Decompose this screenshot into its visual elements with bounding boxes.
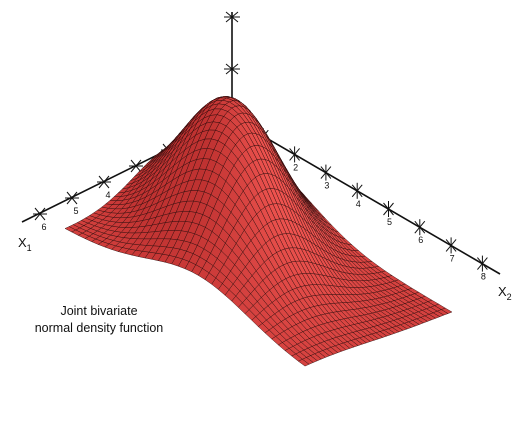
axis-labels: X1 X2 [18, 235, 512, 302]
x1-tick-label: 5 [73, 206, 78, 216]
x1-tick-label: 4 [105, 190, 110, 200]
x2-tick-label: 5 [387, 217, 392, 227]
x1-tick: 4 [97, 175, 111, 200]
x2-tick: 2 [289, 146, 300, 172]
x1-axis-label: X1 [18, 235, 32, 253]
caption-line-2: normal density function [34, 321, 164, 335]
x2-tick: 6 [414, 219, 426, 245]
x2-tick: 4 [351, 182, 363, 209]
density-surface [64, 96, 453, 367]
x2-axis-label: X2 [498, 284, 512, 302]
x2-tick: 5 [383, 201, 394, 227]
caption-line-1: Joint bivariate [60, 304, 138, 318]
x2-tick: 7 [445, 237, 457, 263]
surface-patch [297, 359, 310, 367]
x2-tick-label: 2 [293, 162, 298, 172]
x1-tick: 5 [65, 191, 79, 216]
vertical-axis-tick [224, 63, 240, 75]
x2-tick-label: 6 [418, 235, 423, 245]
x2-tick-label: 8 [481, 272, 486, 282]
x2-tick-label: 4 [356, 199, 361, 209]
x2-tick-label: 3 [324, 181, 329, 191]
x2-tick: 3 [320, 164, 332, 191]
caption: Joint bivariate normal density function [14, 303, 184, 337]
x2-tick-label: 7 [450, 253, 455, 263]
vertical-axis-tick [224, 11, 240, 23]
x1-tick: 6 [33, 207, 47, 232]
x2-tick: 8 [477, 255, 488, 282]
x1-tick-label: 6 [41, 222, 46, 232]
x2-axis-line [231, 117, 501, 275]
